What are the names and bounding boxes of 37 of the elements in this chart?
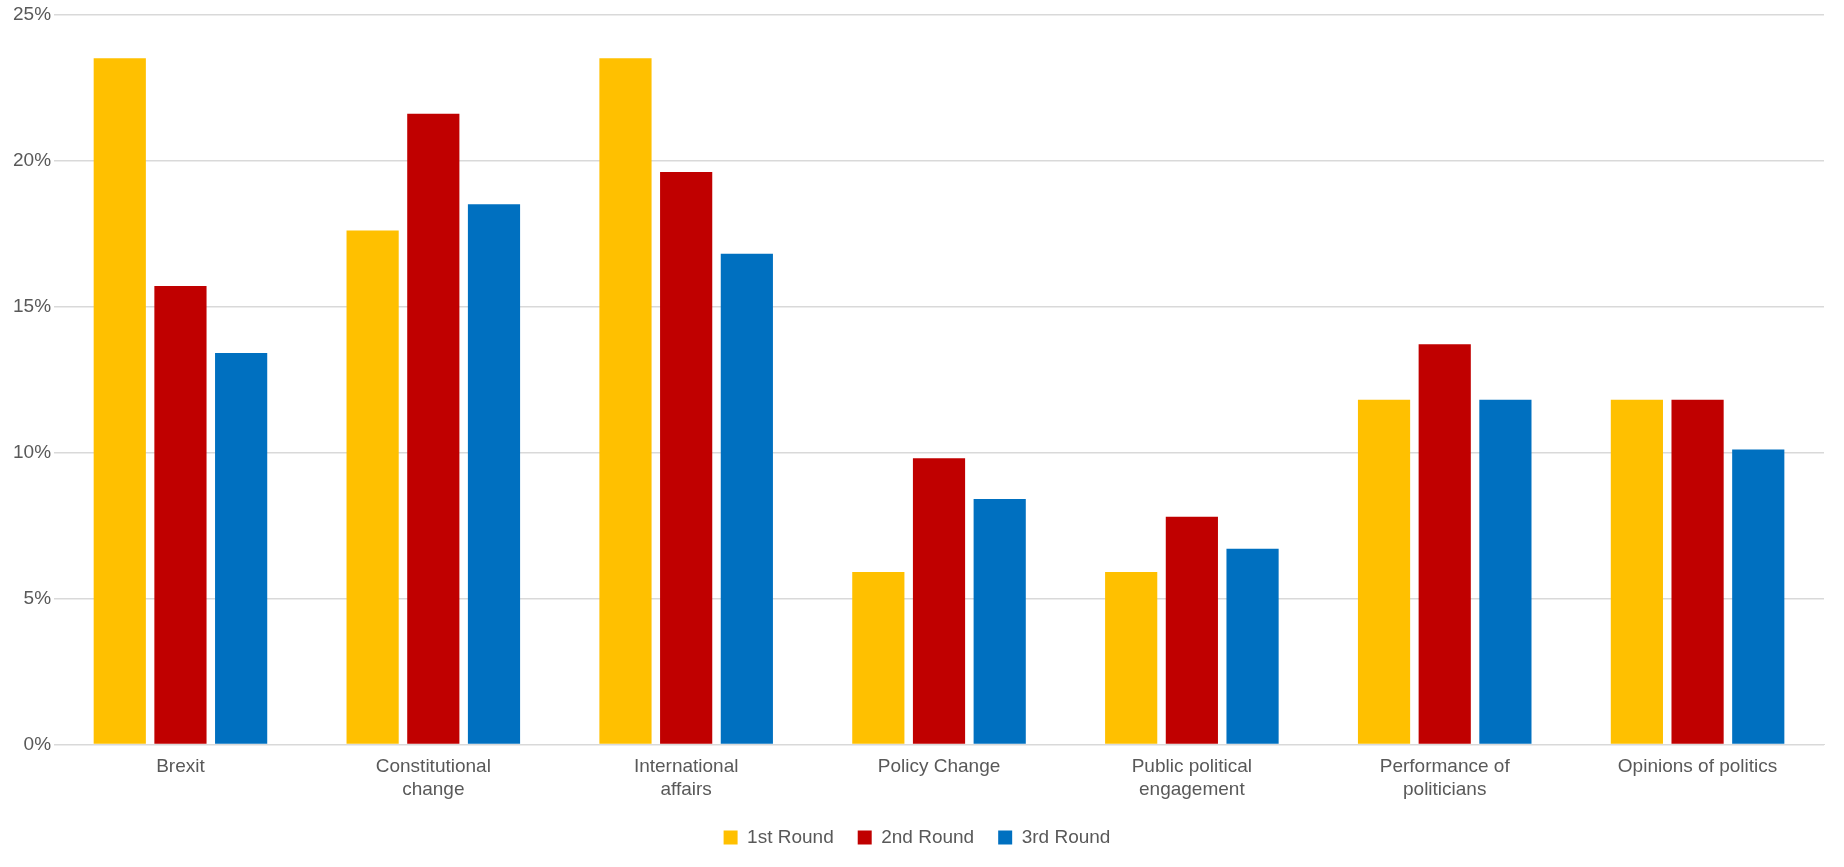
x-tick-label: International affairs (633, 755, 739, 799)
bar (1226, 548, 1279, 744)
bar (1671, 399, 1724, 744)
bar (1610, 399, 1663, 744)
bar (1418, 344, 1471, 744)
bar (599, 58, 652, 744)
x-tick-label: Policy Change (877, 755, 1001, 777)
y-tick-label: 15% (13, 294, 52, 316)
legend-label: 2nd Round (881, 825, 975, 847)
bar (1357, 399, 1411, 744)
x-tick-label: Public political engagement (1131, 755, 1253, 799)
legend-label: 1st Round (747, 825, 834, 847)
bar (93, 58, 146, 744)
bar (720, 253, 773, 744)
x-tick-label: Performance of politicians (1379, 755, 1511, 799)
x-tick-label: Opinions of politics (1617, 755, 1778, 777)
bar (154, 285, 207, 744)
bar (215, 353, 268, 744)
y-tick-label: 10% (13, 440, 52, 462)
bar (1165, 516, 1218, 744)
bar (407, 113, 460, 744)
x-tick-label: Constitutional change (375, 755, 491, 799)
bar (467, 204, 521, 744)
bar (852, 572, 905, 744)
bar (973, 499, 1026, 744)
y-tick-label: 20% (13, 148, 52, 170)
bar (912, 458, 966, 744)
bar (346, 230, 399, 744)
y-tick-label: 0% (23, 732, 52, 754)
legend-label: 3rd Round (1021, 825, 1111, 847)
x-tick-label: Brexit (156, 755, 206, 777)
y-tick-label: 25% (13, 2, 52, 24)
bar (1105, 572, 1158, 744)
y-tick-label: 5% (23, 586, 52, 608)
bar (1479, 399, 1532, 744)
bar (660, 172, 713, 744)
bar (1732, 449, 1785, 744)
